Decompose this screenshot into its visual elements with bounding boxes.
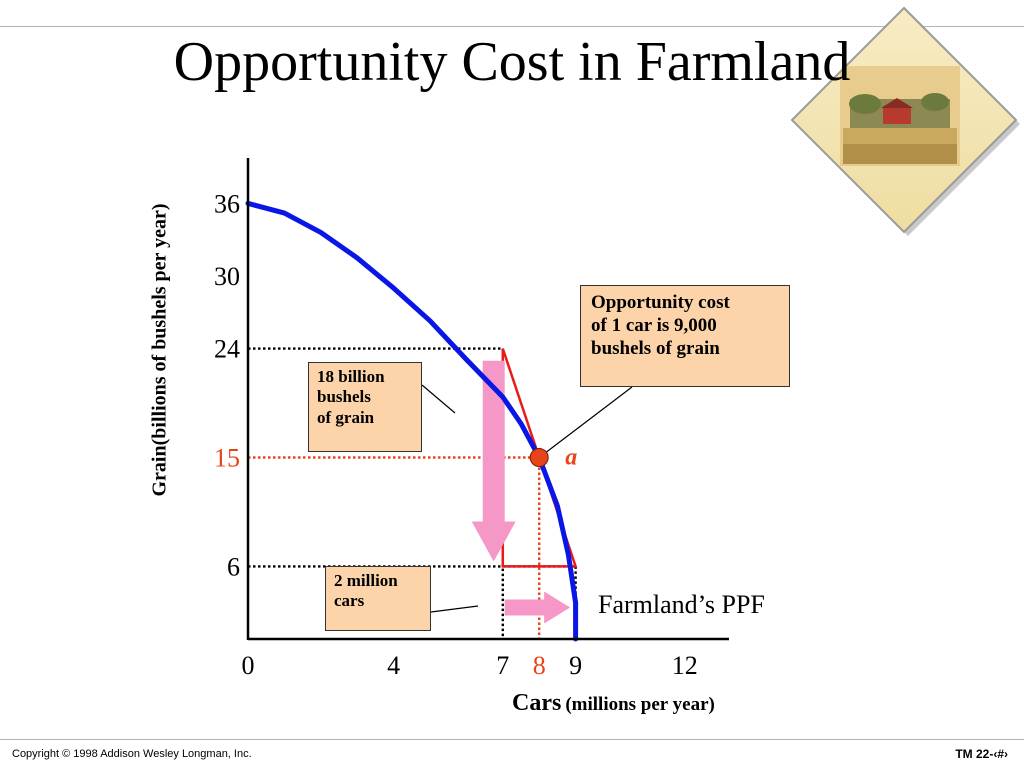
x-tick-label: 9 [569,651,582,680]
slide-number: TM 22-‹#› [955,747,1008,761]
y-axis-label: Grain(billions of bushels per year) [148,203,171,497]
cars-box-line: cars [334,591,365,611]
x-tick-label: 8 [533,651,546,680]
bottom-rule [0,739,1024,740]
y-tick-label: 30 [214,262,240,291]
x-axis-label-main: Cars [512,690,562,716]
cost-box-line: bushels of grain [591,337,720,359]
x-tick-label: 7 [496,651,509,680]
grain-box-leader [421,384,456,414]
ppf-label: Farmland’s PPF [598,590,765,619]
opportunity-cost-box: Opportunity cost of 1 car is 9,000 bushe… [580,285,790,387]
cost-box-leader [542,386,633,455]
cars-box-line: 2 million [334,571,398,590]
y-tick-label: 36 [214,189,240,218]
x-tick-label: 0 [242,651,255,680]
cars-increase-arrow [504,591,571,624]
x-axis-label: Cars (millions per year) [512,690,715,717]
cost-box-line: of 1 car is 9,000 [591,314,717,336]
cost-box-line: Opportunity cost [591,292,730,313]
top-rule [0,26,1024,27]
grain-decrease-arrow [471,360,516,562]
copyright-footer: Copyright © 1998 Addison Wesley Longman,… [12,748,252,760]
y-tick-label: 6 [227,552,240,581]
grain-box-line: bushels [317,387,371,407]
y-tick-label: 24 [214,335,240,364]
point-a-label: a [565,445,577,471]
ppf-curve [245,200,579,642]
y-tick-label: 15 [214,444,240,473]
grain-box-line: 18 billion [317,367,385,386]
x-tick-label: 4 [387,651,400,680]
farm-photo-decoration [790,6,1020,236]
cars-box-leader [430,605,479,613]
grain-annotation-box: 18 billion bushels of grain [308,362,422,452]
grain-box-line: of grain [317,407,375,427]
point-a-marker [529,448,549,467]
x-tick-label: 12 [672,651,698,680]
slide-title: Opportunity Cost in Farmland [173,31,851,93]
cars-annotation-box: 2 million cars [325,566,431,631]
x-axis-label-units: (millions per year) [565,694,715,715]
